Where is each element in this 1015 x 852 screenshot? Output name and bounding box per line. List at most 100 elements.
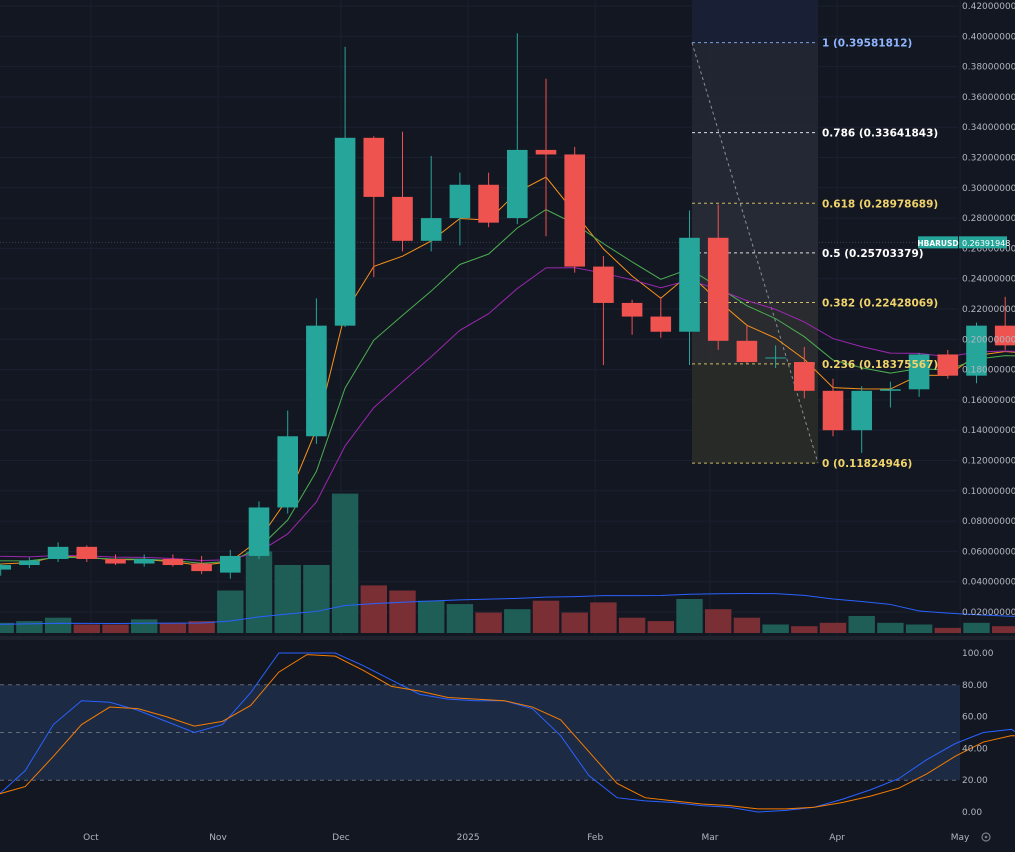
time-axis-label: Apr — [829, 833, 845, 843]
price-axis-label: 0.22000000 — [962, 305, 1015, 315]
candle-body — [306, 325, 327, 437]
candle-body — [162, 558, 184, 566]
volume-bar — [188, 621, 215, 633]
candle[interactable] — [277, 410, 298, 514]
candle[interactable] — [822, 378, 844, 437]
candle[interactable] — [306, 298, 327, 444]
candle[interactable] — [994, 296, 1015, 350]
fib-level-label: 0.382 (0.22428069) — [822, 298, 938, 310]
volume-bar — [73, 624, 101, 633]
fib-level-label: 0 (0.11824946) — [822, 458, 912, 470]
stoch-k-line — [0, 652, 1015, 813]
fibonacci-retracement[interactable] — [691, 0, 819, 464]
stoch-axis-label: 0.00 — [962, 808, 982, 818]
candle[interactable] — [105, 554, 126, 566]
fib-level-label: 0.618 (0.28978689) — [822, 198, 938, 210]
candle-body — [535, 149, 557, 155]
candle[interactable] — [736, 325, 758, 364]
fib-trend-line — [691, 42, 819, 464]
volume-bar — [877, 622, 904, 633]
candle[interactable] — [507, 33, 528, 225]
candle[interactable] — [794, 346, 815, 399]
stoch-d-line — [0, 654, 1015, 810]
candle-body — [880, 389, 901, 391]
price-axis-label: 0.10000000 — [962, 487, 1015, 497]
candle[interactable] — [363, 136, 385, 278]
volume-bar — [504, 609, 531, 633]
volume-bar — [704, 609, 732, 633]
candle-body — [248, 507, 270, 556]
volume-bar — [331, 493, 359, 633]
price-axis-label: 0.02000000 — [962, 608, 1015, 618]
candle[interactable] — [679, 210, 700, 366]
candle-body — [220, 555, 241, 573]
volume-bar — [676, 599, 703, 633]
time-axis-label: Dec — [332, 833, 349, 843]
candle[interactable] — [191, 555, 212, 575]
candle[interactable] — [0, 563, 11, 576]
time-axis[interactable]: AugSepOctNovDec2025FebMarAprMayJunJulAug… — [0, 832, 1015, 843]
candle-body — [76, 546, 98, 559]
settings-gear-icon[interactable] — [981, 832, 991, 842]
candle[interactable] — [966, 322, 987, 384]
candle[interactable] — [47, 542, 69, 563]
candle[interactable] — [449, 172, 471, 246]
candle[interactable] — [248, 501, 270, 559]
stoch-axis-label: 20.00 — [962, 776, 988, 786]
candle[interactable] — [478, 172, 499, 228]
candle-body — [334, 137, 356, 326]
volume-bar — [934, 627, 962, 633]
candle[interactable] — [334, 46, 356, 328]
candle[interactable] — [707, 204, 729, 350]
pane-separator[interactable] — [0, 636, 1015, 640]
candle-body — [420, 218, 442, 241]
candle-body — [392, 196, 413, 241]
volume-bar — [360, 585, 388, 633]
price-axis-label: 0.16000000 — [962, 396, 1015, 406]
candle[interactable] — [420, 155, 442, 252]
stoch-axis-label: 60.00 — [962, 713, 988, 723]
candle[interactable] — [908, 352, 930, 397]
candle[interactable] — [76, 545, 98, 563]
price-axis-label: 0.30000000 — [962, 184, 1015, 194]
candle[interactable] — [19, 557, 40, 569]
candle[interactable] — [880, 381, 901, 408]
candle[interactable] — [162, 554, 184, 567]
candle[interactable] — [650, 296, 672, 338]
price-axis-label: 0.26000000 — [962, 244, 1015, 254]
volume-ma-line — [0, 592, 1015, 625]
candlesticks[interactable] — [0, 33, 1015, 579]
candle[interactable] — [392, 131, 413, 252]
settings-gear-icon-center — [984, 835, 988, 839]
price-axis-label: 0.36000000 — [962, 93, 1015, 103]
candle[interactable] — [621, 299, 643, 335]
candle[interactable] — [937, 349, 959, 379]
candle[interactable] — [133, 554, 155, 567]
candle[interactable] — [593, 255, 614, 366]
candle-body — [822, 390, 844, 431]
time-axis-label: Oct — [83, 833, 99, 843]
candle-body — [736, 340, 758, 363]
candle-body — [47, 546, 69, 559]
stochastic-pane[interactable]: 100.00 80.00 60.00 40.00 20.00 0.00 — [0, 649, 1015, 818]
stoch-axis-label: 100.00 — [962, 649, 994, 659]
price-axis[interactable]: 0.42000000 0.40000000 0.38000000 0.36000000… — [962, 2, 1015, 618]
last-price-tag-text: 0.26391948 — [962, 239, 1010, 248]
volume-bar — [130, 619, 158, 633]
candle[interactable] — [765, 345, 786, 369]
candle[interactable] — [564, 146, 585, 273]
volume-bar — [389, 590, 416, 633]
fib-level-label: 0.236 (0.18375567) — [822, 359, 938, 371]
candle-body — [994, 325, 1015, 346]
candle[interactable] — [535, 78, 557, 237]
price-axis-label: 0.20000000 — [962, 335, 1015, 345]
price-axis-label: 0.42000000 — [962, 2, 1015, 12]
candle[interactable] — [851, 386, 872, 453]
volume-bar — [532, 600, 560, 633]
fib-zone — [692, 42, 818, 133]
candle[interactable] — [220, 549, 241, 579]
price-axis-label: 0.38000000 — [962, 63, 1015, 73]
volume-bar — [245, 551, 273, 633]
